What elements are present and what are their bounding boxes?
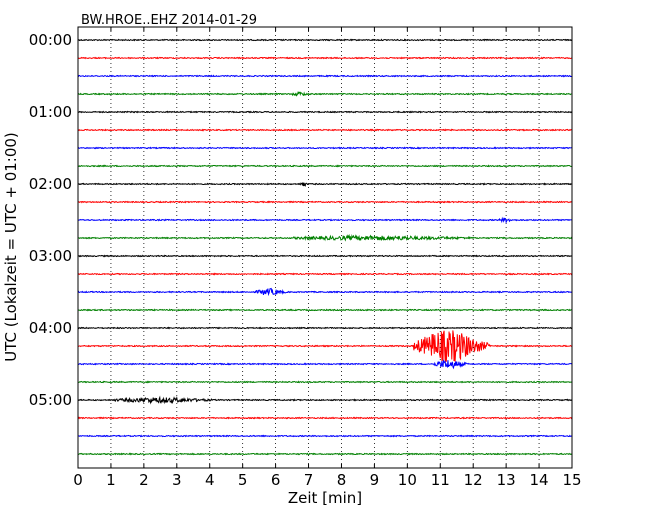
seismic-trace: [77, 216, 573, 224]
seismic-trace: [77, 56, 573, 60]
seismic-trace: [77, 254, 573, 258]
seismic-trace: [77, 272, 573, 276]
y-tick-label: 00:00: [29, 31, 72, 49]
y-tick-label: 03:00: [29, 247, 72, 265]
x-tick-label: 4: [205, 471, 215, 489]
seismic-trace: [77, 164, 573, 168]
x-tick-label: 14: [530, 471, 549, 489]
x-tick-label: 15: [562, 471, 581, 489]
x-tick-label: 1: [106, 471, 116, 489]
y-tick-label: 05:00: [29, 391, 72, 409]
seismic-trace: [77, 452, 573, 456]
seismic-trace: [77, 74, 573, 78]
seismic-trace: [77, 330, 573, 362]
seismic-trace: [77, 416, 573, 420]
seismic-trace: [77, 200, 573, 204]
y-tick-label: 02:00: [29, 175, 72, 193]
x-tick-label: 7: [304, 471, 314, 489]
grid-lines: [110, 27, 540, 468]
plot-frame: [77, 26, 573, 469]
x-tick-label: 5: [238, 471, 248, 489]
seismic-trace: [77, 38, 573, 42]
x-tick-label: 2: [139, 471, 149, 489]
axis-ticks: 0 1 2 3 4 5 6 7 8 9 10 11 12 13 14 1500:0001:0002:0003:…: [29, 27, 582, 489]
seismic-trace: [77, 287, 573, 297]
x-tick-label: 9: [370, 471, 380, 489]
seismic-trace: [77, 146, 573, 150]
x-tick-label: 6: [271, 471, 281, 489]
x-tick-label: 11: [431, 471, 450, 489]
seismic-trace: [77, 182, 573, 187]
x-tick-label: 12: [464, 471, 483, 489]
x-tick-label: 13: [497, 471, 516, 489]
seismic-trace: [77, 326, 573, 330]
seismic-trace: [77, 110, 573, 114]
x-axis-label: Zeit [min]: [288, 489, 362, 507]
seismic-trace: [77, 128, 573, 132]
y-tick-label: 01:00: [29, 103, 72, 121]
x-tick-label: 8: [337, 471, 347, 489]
x-tick-label: 3: [172, 471, 182, 489]
chart-title: BW.HROE..EHZ 2014-01-29: [81, 13, 257, 28]
seismic-trace: [77, 359, 573, 370]
seismic-trace: [77, 434, 573, 438]
seismic-trace: [77, 233, 573, 242]
seismic-trace: [77, 308, 573, 312]
seismic-trace: [77, 395, 573, 405]
seismic-trace: [77, 91, 573, 97]
x-tick-label: 10: [398, 471, 417, 489]
traces: [77, 38, 573, 456]
x-tick-label: 0: [73, 471, 83, 489]
seismic-trace: [77, 380, 573, 384]
y-axis-label: UTC (Lokalzeit = UTC + 01:00): [2, 132, 20, 362]
y-tick-label: 04:00: [29, 319, 72, 337]
